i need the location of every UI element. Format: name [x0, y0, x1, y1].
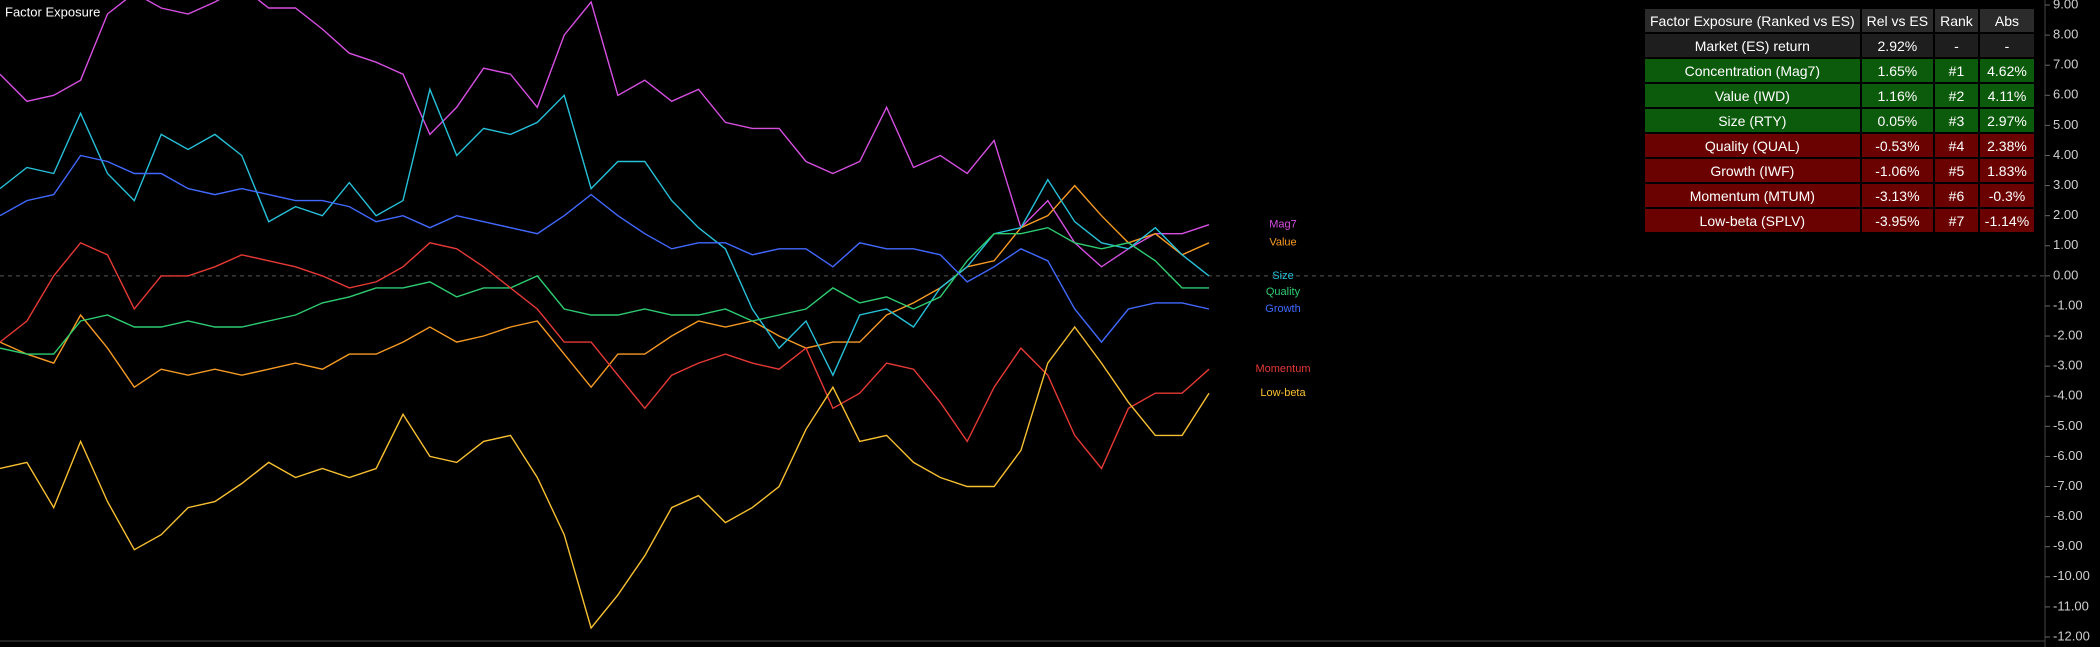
table-cell: Abs — [1979, 9, 2035, 32]
y-tick-label: 9.00 — [2053, 0, 2078, 11]
y-tick-label: -6.00 — [2053, 448, 2083, 463]
table-cell: #5 — [1935, 159, 1978, 182]
table-cell: -1.06% — [1861, 159, 1934, 182]
table-cell: #3 — [1935, 109, 1978, 132]
table-cell: 1.65% — [1861, 59, 1934, 82]
table-cell: -1.14% — [1979, 209, 2035, 232]
table-cell: #6 — [1935, 184, 1978, 207]
table-cell: 2.97% — [1979, 109, 2035, 132]
table-row: Momentum (MTUM) -3.13% #6 -0.3% — [1645, 184, 2035, 207]
table-cell: 1.16% — [1861, 84, 1934, 107]
y-tick-label: 3.00 — [2053, 177, 2078, 192]
table-cell: 0.05% — [1861, 109, 1934, 132]
table-cell: Concentration (Mag7) — [1645, 59, 1860, 82]
y-tick-label: -3.00 — [2053, 358, 2083, 373]
y-tick-label: -12.00 — [2053, 628, 2090, 643]
table-cell: Size (RTY) — [1645, 109, 1860, 132]
legend-label: Quality — [1266, 286, 1301, 298]
table-cell: Low-beta (SPLV) — [1645, 209, 1860, 232]
series-line — [0, 184, 1210, 389]
factor-table: Factor Exposure (Ranked vs ES) Rel vs ES R… — [1643, 7, 2036, 234]
table-cell: 4.11% — [1979, 84, 2035, 107]
table-row: Factor Exposure (Ranked vs ES) Rel vs ES R… — [1645, 9, 2035, 32]
legend-label: Size — [1272, 270, 1293, 282]
table-cell: -0.3% — [1979, 184, 2035, 207]
y-tick-label: 1.00 — [2053, 237, 2078, 252]
table-row: Low-beta (SPLV) -3.95% #7 -1.14% — [1645, 209, 2035, 232]
y-tick-label: -11.00 — [2053, 598, 2089, 613]
y-tick-label: -4.00 — [2053, 388, 2083, 403]
series-line — [0, 0, 1210, 268]
y-tick-label: 7.00 — [2053, 57, 2078, 72]
table-cell: 2.38% — [1979, 134, 2035, 157]
table-cell: Rel vs ES — [1861, 9, 1934, 32]
table-cell: - — [1979, 34, 2035, 57]
y-tick-label: -7.00 — [2053, 478, 2083, 493]
y-tick-label: -1.00 — [2053, 297, 2083, 312]
series-line — [0, 241, 1210, 470]
series-line — [0, 87, 1210, 377]
table-row: Concentration (Mag7) 1.65% #1 4.62% — [1645, 59, 2035, 82]
y-tick-label: 8.00 — [2053, 27, 2078, 42]
legend-label: Momentum — [1255, 363, 1310, 375]
table-cell: Value (IWD) — [1645, 84, 1860, 107]
table-cell: -3.13% — [1861, 184, 1934, 207]
table-cell: Momentum (MTUM) — [1645, 184, 1860, 207]
plot-area — [0, 0, 2045, 630]
series-line — [0, 226, 1209, 355]
series-line — [0, 325, 1210, 630]
table-cell: Rank — [1935, 9, 1978, 32]
y-tick-label: 6.00 — [2053, 87, 2078, 102]
y-tick-label: 0.00 — [2053, 267, 2078, 282]
y-tick-label: 5.00 — [2053, 117, 2078, 132]
table-cell: -3.95% — [1861, 209, 1934, 232]
table-cell: Factor Exposure (Ranked vs ES) — [1645, 9, 1860, 32]
y-tick-label: -9.00 — [2053, 538, 2083, 553]
table-cell: 1.83% — [1979, 159, 2035, 182]
table-cell: -0.53% — [1861, 134, 1934, 157]
table-cell: #2 — [1935, 84, 1978, 107]
legend-label: Low-beta — [1260, 387, 1306, 399]
legend-label: Growth — [1265, 303, 1300, 315]
table-cell: #7 — [1935, 209, 1978, 232]
legend-label: Mag7 — [1269, 219, 1297, 231]
table-cell: 2.92% — [1861, 34, 1934, 57]
table-row: Quality (QUAL) -0.53% #4 2.38% — [1645, 134, 2035, 157]
table-cell: Quality (QUAL) — [1645, 134, 1860, 157]
legend-label: Value — [1269, 237, 1296, 249]
y-tick-label: -5.00 — [2053, 418, 2083, 433]
table-row: Size (RTY) 0.05% #3 2.97% — [1645, 109, 2035, 132]
y-tick-label: 4.00 — [2053, 147, 2078, 162]
table-cell: #1 — [1935, 59, 1978, 82]
table-cell: Growth (IWF) — [1645, 159, 1860, 182]
table-row: Market (ES) return 2.92% - - — [1645, 34, 2035, 57]
y-tick-label: -2.00 — [2053, 327, 2083, 342]
y-tick-label: -10.00 — [2053, 568, 2090, 583]
table-cell: #4 — [1935, 134, 1978, 157]
series-line — [0, 154, 1210, 344]
chart-title: Factor Exposure — [5, 4, 100, 19]
y-tick-label: 2.00 — [2053, 207, 2078, 222]
table-cell: 4.62% — [1979, 59, 2035, 82]
table-cell: - — [1935, 34, 1978, 57]
table-row: Value (IWD) 1.16% #2 4.11% — [1645, 84, 2035, 107]
y-tick-label: -8.00 — [2053, 508, 2083, 523]
table-cell: Market (ES) return — [1645, 34, 1860, 57]
table-row: Growth (IWF) -1.06% #5 1.83% — [1645, 159, 2035, 182]
